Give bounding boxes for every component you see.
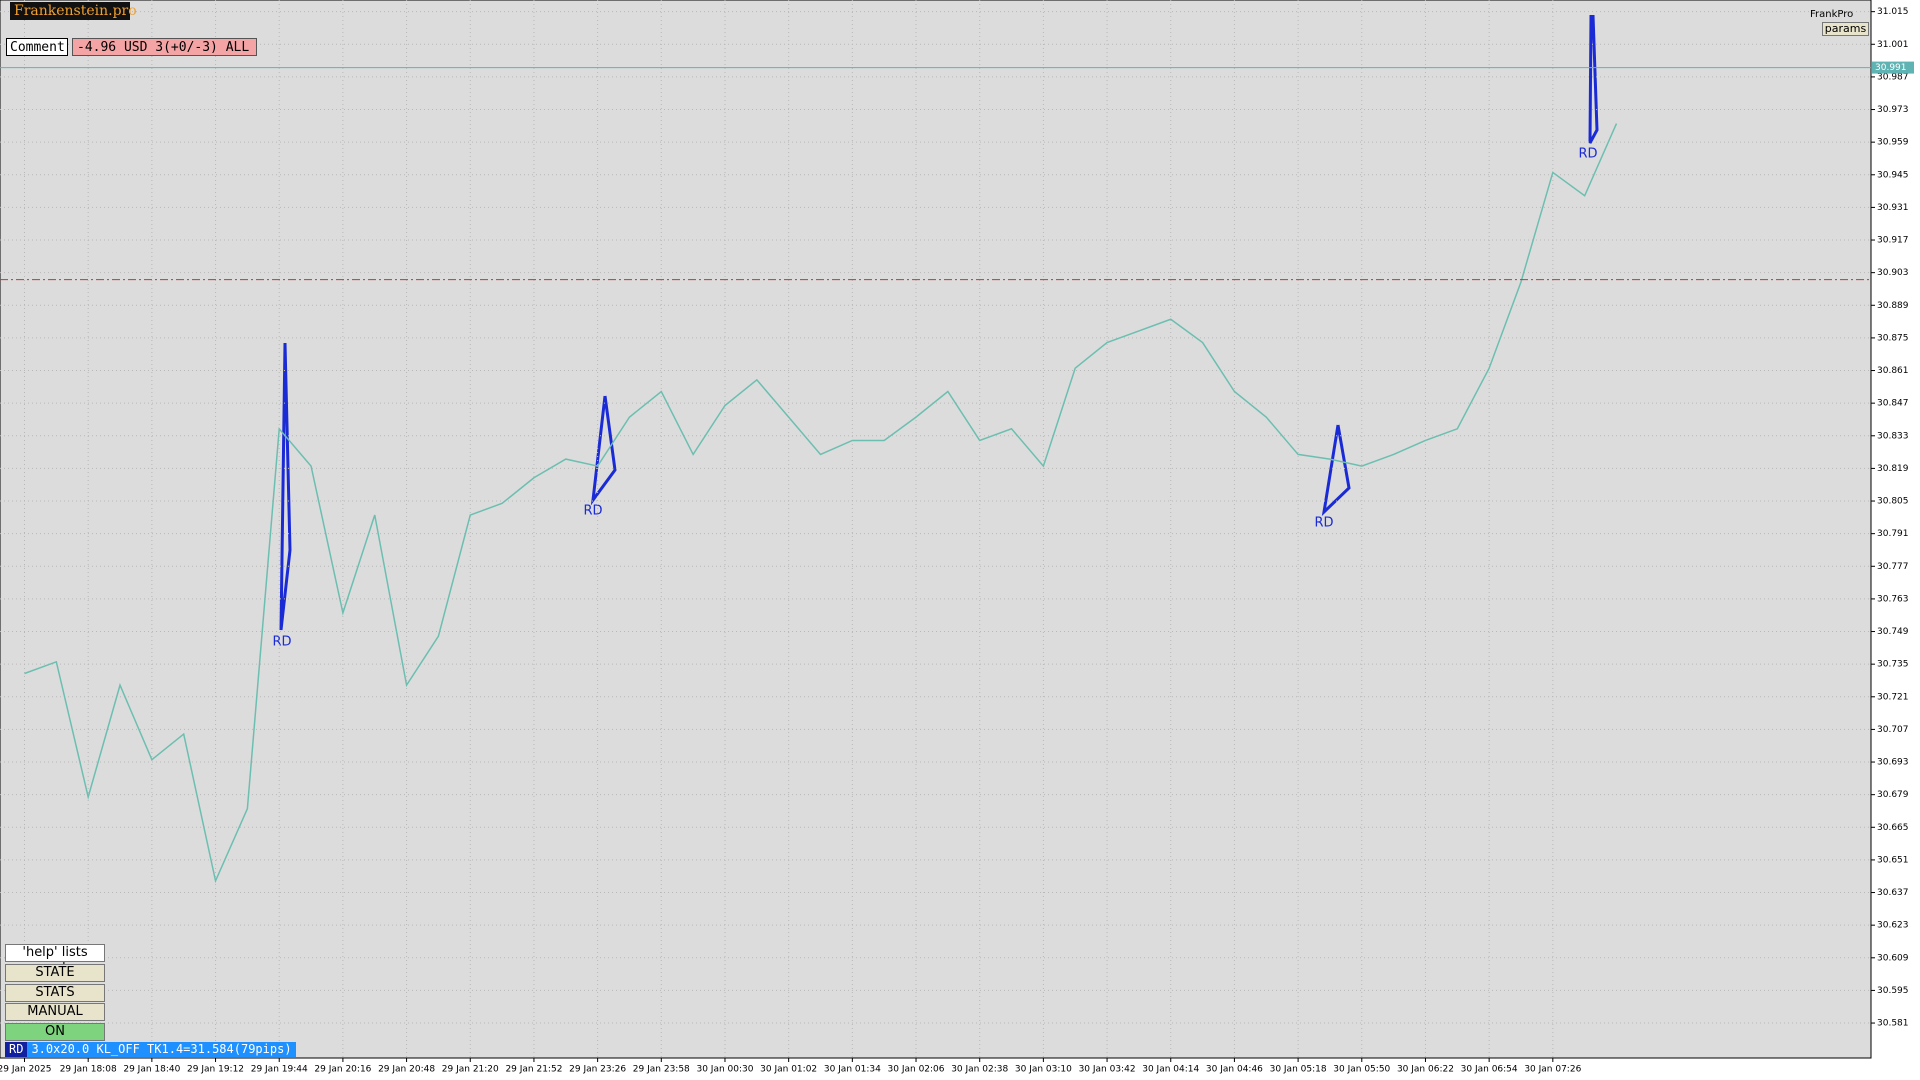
x-tick-label: 30 Jan 06:54 <box>1461 1065 1518 1075</box>
x-tick-label: 30 Jan 05:50 <box>1333 1065 1390 1075</box>
y-tick-label: 30.819 <box>1877 464 1909 474</box>
y-tick-label: 31.001 <box>1877 40 1909 50</box>
help-button[interactable]: 'help' lists cmds <box>5 944 105 976</box>
y-tick-label: 30.679 <box>1877 790 1909 800</box>
x-tick-label: 29 Jan 19:12 <box>187 1065 244 1075</box>
x-tick-label: 29 Jan 19:44 <box>251 1065 308 1075</box>
comment-value: -4.96 USD 3(+0/-3) ALL <box>72 38 257 56</box>
y-tick-label: 30.763 <box>1877 594 1909 604</box>
x-tick-label: 29 Jan 20:48 <box>378 1065 435 1075</box>
manual-button[interactable]: MANUAL <box>5 1003 105 1021</box>
x-tick-label: 29 Jan 23:26 <box>569 1065 626 1075</box>
y-tick-label: 31.015 <box>1877 7 1909 17</box>
current-price-tag <box>1872 61 1914 74</box>
x-tick-label: 29 Jan 23:58 <box>633 1065 690 1075</box>
pattern-label: RD <box>272 635 291 650</box>
y-tick-label: 30.651 <box>1877 855 1909 865</box>
y-tick-label: 30.875 <box>1877 333 1909 343</box>
y-tick-label: 30.693 <box>1877 758 1909 768</box>
state-button[interactable]: STATE <box>5 964 105 982</box>
brand-label: Frankenstein.pro <box>10 2 137 20</box>
x-tick-label: 29 Jan 21:52 <box>505 1065 562 1075</box>
y-tick-label: 30.665 <box>1877 823 1909 833</box>
y-tick-label: 30.903 <box>1877 268 1909 278</box>
y-tick-label: 30.987 <box>1877 72 1909 82</box>
current-price-label: 30.991 <box>1875 63 1907 73</box>
x-tick-label: 30 Jan 07:26 <box>1524 1065 1581 1075</box>
y-tick-label: 30.721 <box>1877 692 1909 702</box>
y-tick-label: 30.847 <box>1877 399 1909 409</box>
pattern-label: RD <box>1578 147 1597 162</box>
x-tick-label: 30 Jan 03:10 <box>1015 1065 1072 1075</box>
x-tick-label: 30 Jan 04:14 <box>1142 1065 1199 1075</box>
x-tick-label: 30 Jan 02:38 <box>951 1065 1008 1075</box>
x-tick-label: 30 Jan 03:42 <box>1079 1065 1136 1075</box>
x-tick-label: 30 Jan 06:22 <box>1397 1065 1454 1075</box>
y-tick-label: 30.637 <box>1877 888 1909 898</box>
y-tick-label: 30.861 <box>1877 366 1909 376</box>
pattern-shape <box>590 395 617 506</box>
y-tick-label: 30.805 <box>1877 497 1909 507</box>
on-button[interactable]: ON <box>5 1023 105 1041</box>
x-tick-label: 30 Jan 01:02 <box>760 1065 817 1075</box>
y-tick-label: 30.749 <box>1877 627 1909 637</box>
pattern-label: RD <box>1314 516 1333 531</box>
y-tick-label: 30.959 <box>1877 138 1909 148</box>
y-tick-label: 30.917 <box>1877 236 1909 246</box>
y-tick-label: 30.609 <box>1877 953 1909 963</box>
y-tick-label: 30.889 <box>1877 301 1909 311</box>
y-tick-label: 30.833 <box>1877 431 1909 441</box>
comment-label: Comment <box>6 38 68 56</box>
y-tick-label: 30.777 <box>1877 562 1909 572</box>
pattern-shape <box>279 342 292 631</box>
x-tick-label: 29 Jan 21:20 <box>442 1065 499 1075</box>
params-button[interactable]: params <box>1822 22 1869 36</box>
y-tick-label: 30.973 <box>1877 105 1909 115</box>
y-tick-label: 30.595 <box>1877 986 1909 996</box>
status-tag: RD <box>5 1042 28 1057</box>
x-tick-label: 30 Jan 04:46 <box>1206 1065 1263 1075</box>
x-tick-label: 30 Jan 01:34 <box>824 1065 881 1075</box>
pattern-shape <box>1321 424 1351 517</box>
x-tick-label: 29 Jan 18:08 <box>60 1065 117 1075</box>
price-line <box>24 123 1618 884</box>
y-tick-label: 30.581 <box>1877 1019 1909 1029</box>
pattern-shapes <box>279 14 1599 631</box>
y-tick-label: 30.735 <box>1877 660 1909 670</box>
status-bar: RD 3.0x20.0 KL_OFF TK1.4=31.584(79pips) <box>5 1042 296 1057</box>
x-tick-label: 30 Jan 02:06 <box>888 1065 945 1075</box>
x-tick-label: 29 Jan 2025 <box>0 1065 51 1075</box>
y-tick-label: 30.931 <box>1877 203 1909 213</box>
y-tick-label: 30.623 <box>1877 921 1909 931</box>
x-tick-label: 30 Jan 00:30 <box>696 1065 753 1075</box>
y-tick-label: 30.791 <box>1877 529 1909 539</box>
x-tick-label: 30 Jan 05:18 <box>1270 1065 1327 1075</box>
y-tick-label: 30.945 <box>1877 170 1909 180</box>
stats-button[interactable]: STATS <box>5 984 105 1002</box>
indicator-name: FrankPro <box>1810 9 1854 20</box>
status-text: 3.0x20.0 KL_OFF TK1.4=31.584(79pips) <box>31 1042 292 1056</box>
x-tick-label: 29 Jan 18:40 <box>123 1065 180 1075</box>
pattern-label: RD <box>583 504 602 519</box>
x-tick-label: 29 Jan 20:16 <box>314 1065 371 1075</box>
pattern-shape <box>1588 14 1599 144</box>
y-tick-label: 30.707 <box>1877 725 1909 735</box>
